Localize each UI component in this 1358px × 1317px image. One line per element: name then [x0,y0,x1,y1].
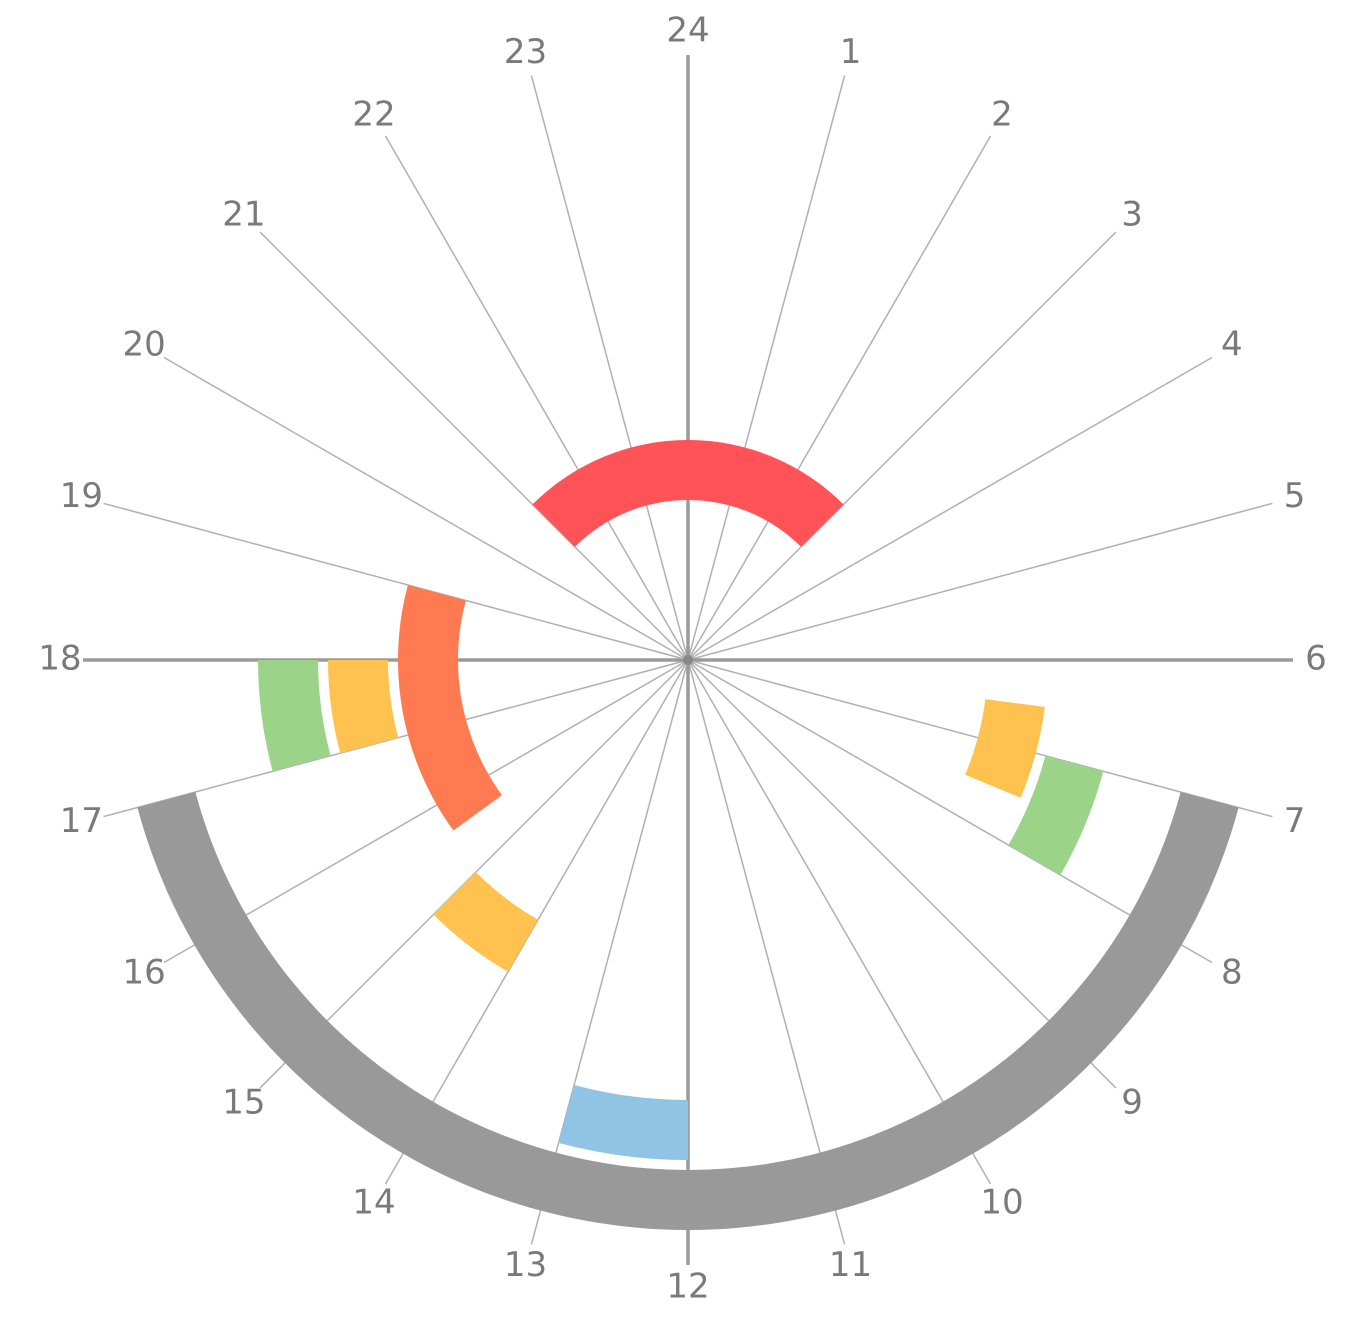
hour-label: 1 [840,32,862,72]
spoke [163,356,689,661]
spoke [687,659,992,1185]
spoke [530,659,689,1245]
arc-segment [433,872,538,972]
center [683,655,693,665]
hour-label: 19 [60,476,103,516]
hour-label: 6 [1305,639,1327,679]
hour-label: 7 [1284,801,1306,841]
hour-label: 14 [352,1182,395,1222]
hour-label: 22 [352,95,395,135]
spoke [530,75,689,661]
spoke [687,659,846,1245]
arc-segment [965,699,1045,798]
arc-segment [532,440,844,547]
spoke [163,659,689,964]
hour-label: 8 [1221,953,1243,993]
hour-label: 9 [1121,1083,1143,1123]
arc-segment [398,584,502,831]
hour-label: 2 [991,95,1013,135]
hour-label: 18 [38,639,81,679]
arc-segment [258,660,331,772]
spoke [259,231,689,661]
hour-label: 3 [1121,194,1143,234]
hour-label: 20 [123,325,166,365]
hour-label: 11 [829,1245,872,1285]
hour-label: 21 [222,194,265,234]
hour-label: 5 [1284,476,1306,516]
hour-label: 23 [504,32,547,72]
spoke [687,659,1213,964]
hour-label: 12 [666,1267,709,1307]
hour-label: 16 [123,953,166,993]
spoke [687,502,1273,661]
spoke [103,502,689,661]
hour-label: 10 [980,1182,1023,1222]
spoke [384,135,689,661]
spoke [687,356,1213,661]
hour-label: 4 [1221,325,1243,365]
arc-segment [137,791,1239,1231]
hour-label: 13 [504,1245,547,1285]
hour-label: 17 [60,801,103,841]
arc-segment [558,1085,688,1160]
hour-label: 24 [666,11,709,51]
spoke [687,659,1117,1089]
spoke [687,135,992,661]
arc-segment [1008,755,1104,875]
spoke [687,231,1117,661]
hour-label: 15 [222,1083,265,1123]
arc-segment [328,660,399,754]
spoke [687,75,846,661]
